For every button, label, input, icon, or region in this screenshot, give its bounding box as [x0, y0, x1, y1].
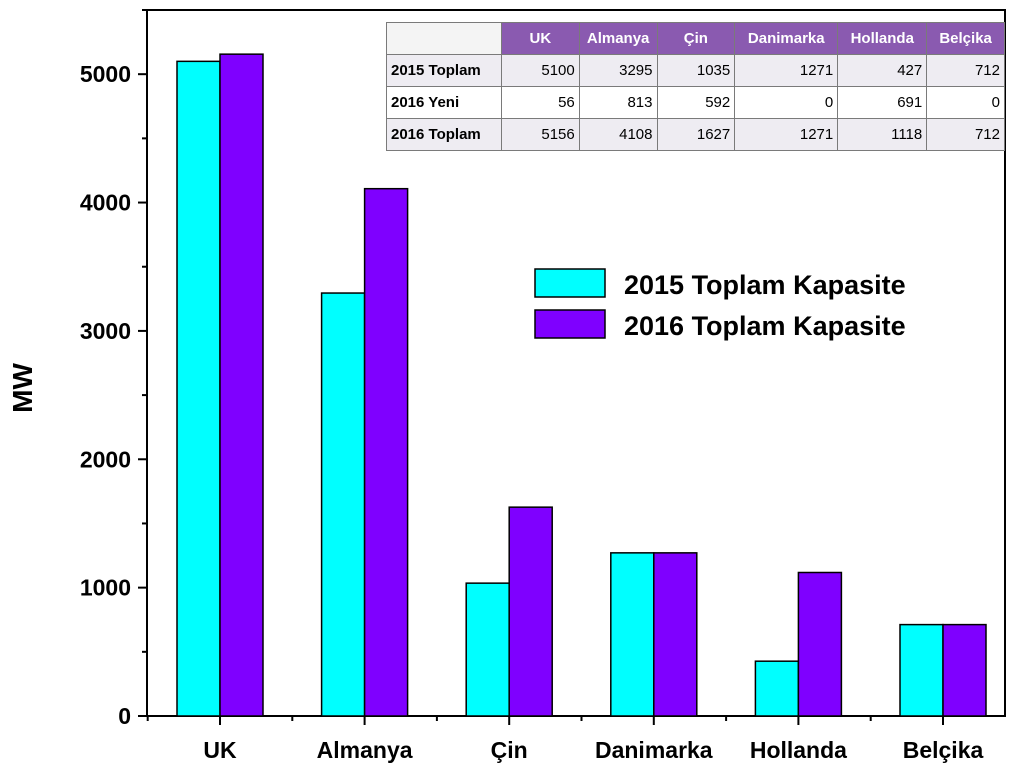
- table-cell: 1271: [734, 54, 839, 87]
- table-cell: 592: [656, 86, 736, 119]
- table-header-cell: Çin: [656, 22, 736, 55]
- table-header-cell: Danimarka: [734, 22, 839, 55]
- table-row: 2016 Toplam 5156 4108 1627 1271 1118 712: [386, 118, 1005, 151]
- table-cell: 1118: [837, 118, 928, 151]
- legend-label-2016: 2016 Toplam Kapasite: [624, 311, 906, 341]
- x-tick-label: Belçika: [903, 737, 984, 763]
- x-tick-label: Almanya: [317, 737, 413, 763]
- bars-group: [176, 53, 987, 717]
- table-cell: 427: [837, 54, 928, 87]
- table-row-label: 2016 Toplam: [386, 118, 502, 151]
- table-row-label: 2015 Toplam: [386, 54, 502, 87]
- x-tick-label: Hollanda: [750, 737, 847, 763]
- table-header-cell: Hollanda: [837, 22, 928, 55]
- y-axis-title: MW: [7, 363, 38, 413]
- table-cell: 813: [578, 86, 658, 119]
- bar-2016-Çin: [508, 506, 553, 717]
- bar-2016-Belçika: [942, 623, 987, 717]
- y-tick-label: 2000: [80, 446, 131, 472]
- x-tick-label: Danimarka: [595, 737, 713, 763]
- bar-2016-Danimarka: [653, 552, 698, 717]
- bar-2015-UK: [176, 60, 221, 717]
- plot-border: [146, 9, 1006, 717]
- table-header-cell: UK: [501, 22, 580, 55]
- table-row: 2016 Yeni 56 813 592 0 691 0: [386, 86, 1005, 119]
- table-cell: 4108: [578, 118, 658, 151]
- table-header-cell: Almanya: [578, 22, 658, 55]
- x-axis: UK Almanya Çin Danimarka Hollanda Belçika: [146, 716, 984, 763]
- table-cell: 712: [926, 54, 1005, 87]
- table-row: 2015 Toplam 5100 3295 1035 1271 427 712: [386, 54, 1005, 87]
- table-cell: 1271: [734, 118, 839, 151]
- legend: 2015 Toplam Kapasite 2016 Toplam Kapasit…: [534, 268, 906, 341]
- bar-2015-Çin: [465, 582, 510, 717]
- table-cell: 691: [837, 86, 928, 119]
- table-corner-cell: [386, 22, 502, 55]
- table-cell: 5100: [501, 54, 580, 87]
- table-cell: 5156: [501, 118, 580, 151]
- x-tick-label: UK: [203, 737, 237, 763]
- table-cell: 1627: [656, 118, 736, 151]
- bar-2015-Belçika: [899, 623, 944, 717]
- table-cell: 3295: [578, 54, 658, 87]
- legend-label-2015: 2015 Toplam Kapasite: [624, 270, 906, 300]
- y-tick-label: 5000: [80, 61, 131, 87]
- table-header-cell: Belçika: [926, 22, 1005, 55]
- bar-2015-Danimarka: [610, 552, 655, 717]
- plot-frame: [146, 9, 1006, 717]
- y-tick-label: 3000: [80, 318, 131, 344]
- table-header-row: UK Almanya Çin Danimarka Hollanda Belçik…: [386, 22, 1005, 55]
- legend-swatch-2016: [534, 309, 606, 339]
- table-cell: 56: [501, 86, 580, 119]
- table-cell: 0: [734, 86, 839, 119]
- legend-swatch-2015: [534, 268, 606, 298]
- bar-2016-Almanya: [363, 187, 409, 717]
- y-tick-label: 4000: [80, 190, 131, 216]
- bar-2016-Hollanda: [797, 571, 843, 717]
- table-cell: 712: [926, 118, 1005, 151]
- table-cell: 1035: [656, 54, 736, 87]
- y-tick-label: 0: [118, 703, 131, 729]
- y-axis: 0 1000 2000 3000 4000 5000: [80, 9, 147, 729]
- bar-2015-Almanya: [320, 292, 366, 717]
- y-tick-label: 1000: [80, 575, 131, 601]
- table-row-label: 2016 Yeni: [386, 86, 502, 119]
- bar-2015-Hollanda: [754, 660, 800, 717]
- bar-2016-UK: [219, 53, 264, 717]
- data-table: UK Almanya Çin Danimarka Hollanda Belçik…: [386, 22, 1005, 151]
- table-cell: 0: [926, 86, 1005, 119]
- x-tick-label: Çin: [491, 737, 528, 763]
